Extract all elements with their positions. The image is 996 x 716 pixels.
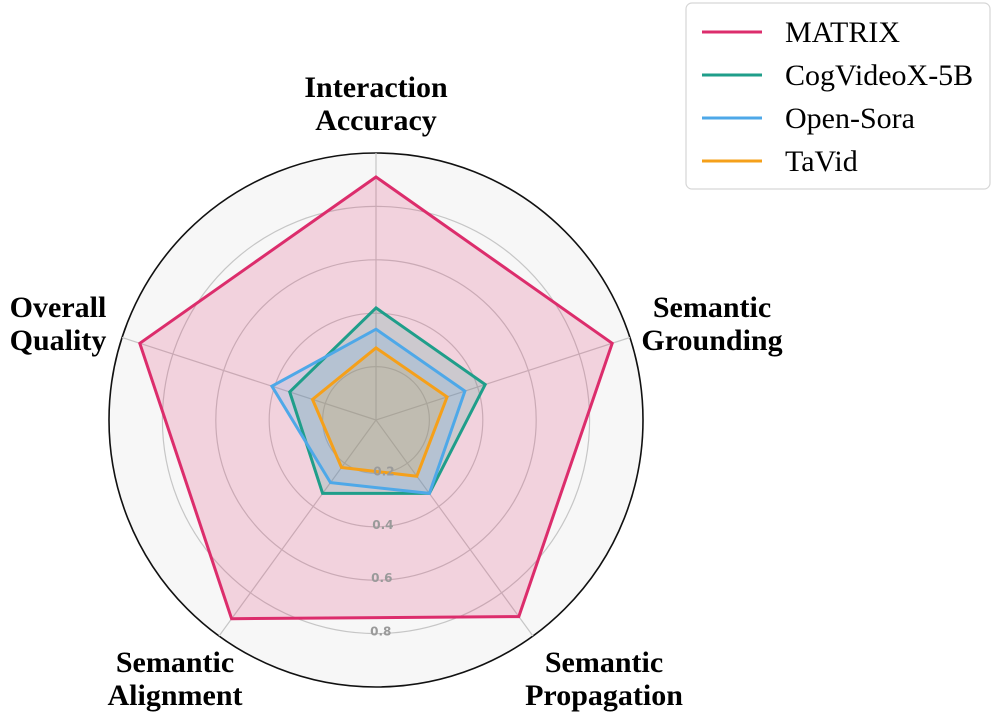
- legend: MATRIX CogVideoX-5B Open-Sora TaVid: [685, 2, 991, 190]
- legend-label: Open-Sora: [785, 102, 915, 135]
- axis-label-line: Overall: [10, 291, 107, 324]
- series-line: [269, 327, 467, 496]
- axis-label-line: Semantic: [653, 291, 771, 324]
- legend-label: MATRIX: [785, 16, 900, 49]
- axis-label-line: Semantic: [545, 646, 663, 679]
- tick-label: 0.2: [373, 464, 394, 478]
- axis-label: Semantic Propagation: [525, 646, 683, 712]
- axis-label: Semantic Grounding: [641, 291, 782, 357]
- series-fill: [289, 307, 486, 494]
- series-fill: [139, 177, 613, 619]
- series-fill: [271, 329, 465, 494]
- axis-label: Overall Quality: [10, 291, 107, 357]
- spoke-line: [375, 336, 631, 421]
- series-fill: [312, 347, 448, 477]
- axis-label-line: Alignment: [108, 679, 243, 712]
- tick-label: 0.6: [371, 571, 392, 585]
- axis-label: Interaction Accuracy: [304, 71, 448, 137]
- axis-label-line: Accuracy: [315, 104, 437, 137]
- series-line: [287, 305, 488, 495]
- series-line: [310, 346, 449, 478]
- spoke-line: [218, 419, 377, 637]
- spoke-line: [121, 336, 377, 421]
- axis-label-line: Interaction: [304, 71, 448, 104]
- legend-frame: [685, 2, 991, 190]
- axis-label: Semantic Alignment: [108, 646, 243, 712]
- axis-label-line: Grounding: [641, 324, 782, 357]
- tick-labels: 0.2 0.4 0.6 0.8: [370, 464, 394, 638]
- legend-label: CogVideoX-5B: [785, 59, 973, 92]
- axis-label-line: Propagation: [525, 679, 683, 712]
- legend-label: TaVid: [785, 145, 858, 178]
- grid: [121, 153, 631, 637]
- tick-label: 0.4: [372, 518, 393, 532]
- tick-label: 0.8: [370, 625, 391, 639]
- axis-label-line: Semantic: [116, 646, 234, 679]
- series-line: [138, 175, 614, 621]
- axis-label-line: Quality: [10, 324, 107, 357]
- spoke-line: [375, 419, 534, 637]
- series: [138, 175, 614, 621]
